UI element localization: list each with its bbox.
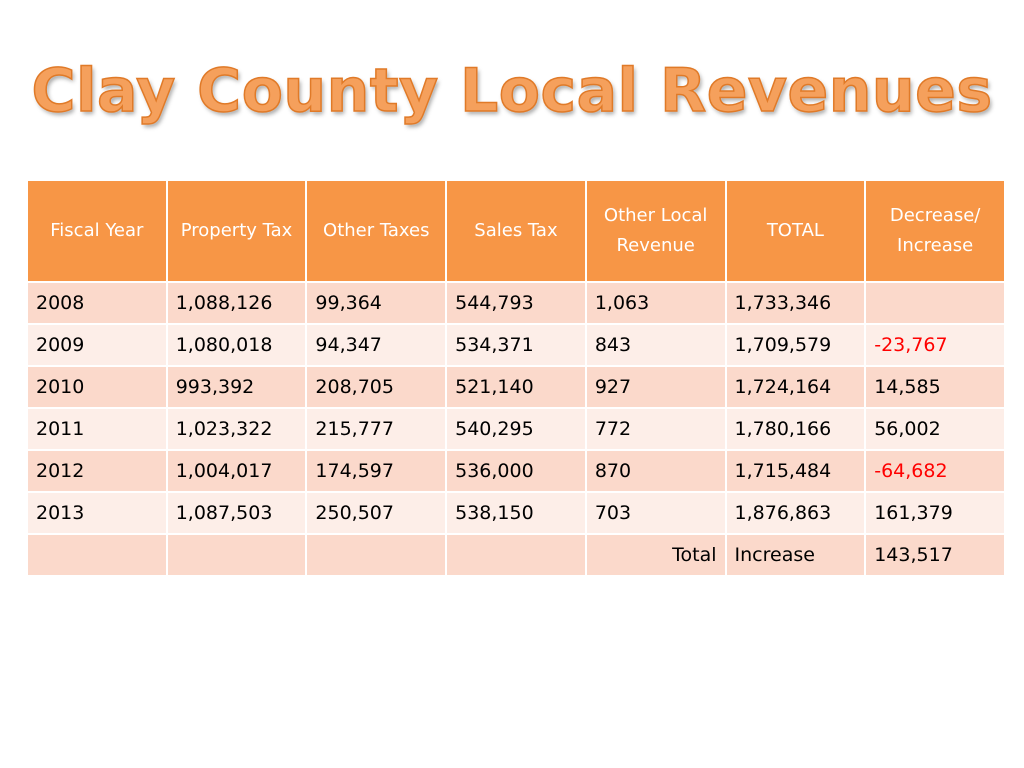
cell-total: 1,709,579 <box>724 323 867 367</box>
cell-decrease-increase <box>864 281 1006 325</box>
table-row: 2011 1,023,322 215,777 540,295 772 1,780… <box>26 407 1006 451</box>
cell-fiscal-year: 2010 <box>26 365 168 409</box>
cell-total: 1,876,863 <box>724 491 867 535</box>
cell-other-taxes: 174,597 <box>305 449 448 493</box>
cell-decrease-increase: -23,767 <box>864 323 1006 367</box>
summary-row: Total Increase 143,517 <box>26 533 1006 577</box>
cell-decrease-increase: 56,002 <box>864 407 1006 451</box>
cell-fiscal-year: 2013 <box>26 491 168 535</box>
cell-sales-tax: 544,793 <box>445 281 587 325</box>
header-other-local-revenue: Other Local Revenue <box>584 179 727 283</box>
cell-other-taxes: 208,705 <box>305 365 448 409</box>
cell-sales-tax: 538,150 <box>445 491 587 535</box>
cell-total: 1,733,346 <box>724 281 867 325</box>
cell-other-local-revenue: 843 <box>584 323 727 367</box>
cell-total: 1,724,164 <box>724 365 867 409</box>
cell-fiscal-year: 2008 <box>26 281 168 325</box>
cell-sales-tax: 534,371 <box>445 323 587 367</box>
summary-cell-empty <box>305 533 448 577</box>
cell-property-tax: 1,087,503 <box>165 491 308 535</box>
cell-other-local-revenue: 703 <box>584 491 727 535</box>
cell-decrease-increase: -64,682 <box>864 449 1006 493</box>
header-sales-tax: Sales Tax <box>445 179 587 283</box>
cell-other-local-revenue: 772 <box>584 407 727 451</box>
cell-decrease-increase: 14,585 <box>864 365 1006 409</box>
summary-cell-empty <box>445 533 587 577</box>
cell-other-local-revenue: 1,063 <box>584 281 727 325</box>
table-row: 2010 993,392 208,705 521,140 927 1,724,1… <box>26 365 1006 409</box>
cell-other-taxes: 215,777 <box>305 407 448 451</box>
cell-other-local-revenue: 870 <box>584 449 727 493</box>
cell-other-taxes: 94,347 <box>305 323 448 367</box>
summary-increase-value: 143,517 <box>864 533 1006 577</box>
table-row: 2012 1,004,017 174,597 536,000 870 1,715… <box>26 449 1006 493</box>
header-property-tax: Property Tax <box>165 179 308 283</box>
summary-cell-empty <box>26 533 168 577</box>
cell-total: 1,780,166 <box>724 407 867 451</box>
cell-sales-tax: 536,000 <box>445 449 587 493</box>
cell-property-tax: 1,004,017 <box>165 449 308 493</box>
summary-cell-empty <box>165 533 308 577</box>
cell-fiscal-year: 2012 <box>26 449 168 493</box>
cell-other-taxes: 99,364 <box>305 281 448 325</box>
cell-decrease-increase: 161,379 <box>864 491 1006 535</box>
cell-sales-tax: 540,295 <box>445 407 587 451</box>
table-row: 2009 1,080,018 94,347 534,371 843 1,709,… <box>26 323 1006 367</box>
table-row: 2008 1,088,126 99,364 544,793 1,063 1,73… <box>26 281 1006 325</box>
summary-total-label: Total <box>584 533 727 577</box>
cell-fiscal-year: 2011 <box>26 407 168 451</box>
header-fiscal-year: Fiscal Year <box>26 179 168 283</box>
cell-property-tax: 993,392 <box>165 365 308 409</box>
header-total: TOTAL <box>724 179 867 283</box>
revenue-table: Fiscal Year Property Tax Other Taxes Sal… <box>26 179 1006 577</box>
header-decrease-increase: Decrease/ Increase <box>864 179 1006 283</box>
cell-property-tax: 1,023,322 <box>165 407 308 451</box>
cell-fiscal-year: 2009 <box>26 323 168 367</box>
cell-other-taxes: 250,507 <box>305 491 448 535</box>
table-row: 2013 1,087,503 250,507 538,150 703 1,876… <box>26 491 1006 535</box>
cell-other-local-revenue: 927 <box>584 365 727 409</box>
cell-property-tax: 1,080,018 <box>165 323 308 367</box>
slide-title: Clay County Local Revenues <box>31 55 993 127</box>
cell-property-tax: 1,088,126 <box>165 281 308 325</box>
cell-total: 1,715,484 <box>724 449 867 493</box>
header-other-taxes: Other Taxes <box>305 179 448 283</box>
table-header-row: Fiscal Year Property Tax Other Taxes Sal… <box>26 179 1006 283</box>
cell-sales-tax: 521,140 <box>445 365 587 409</box>
summary-increase-label: Increase <box>724 533 867 577</box>
